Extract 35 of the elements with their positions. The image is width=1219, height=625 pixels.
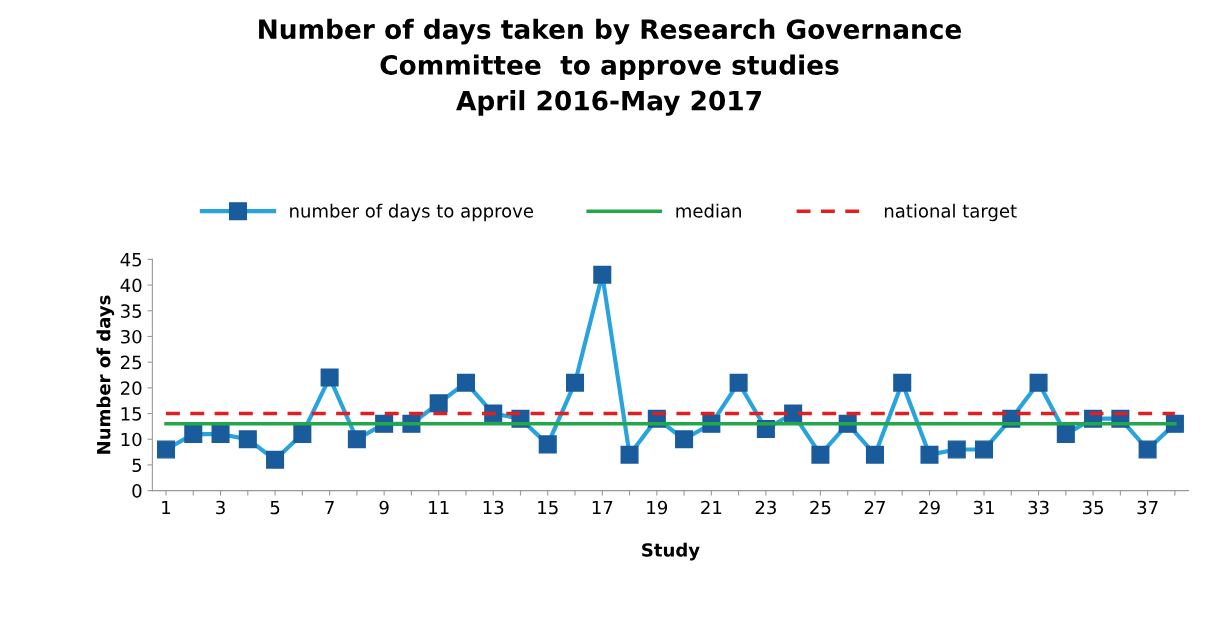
y-tick-label: 5 [132,458,142,473]
x-tick-label: 11 [429,500,449,515]
x-tick-label: 31 [973,500,994,515]
x-tick-label: 23 [755,500,776,515]
y-axis-title: Number of days [96,295,115,454]
x-tick-label: 17 [592,500,613,515]
y-tick-label: 25 [121,355,142,370]
y-tick-label: 45 [120,253,142,267]
x-tick-label: 29 [919,500,940,515]
x-tick-label: 27 [864,500,885,515]
legend-label: national target [884,203,1017,222]
y-tick-label: 40 [120,278,142,293]
x-tick-label: 21 [701,500,722,515]
x-tick-label: 5 [270,500,280,515]
y-tick-label: 15 [121,407,142,421]
y-tick-label: 20 [121,381,142,395]
x-tick-label: 13 [483,500,504,515]
y-tick-label: 30 [121,329,142,344]
x-axis-title: Study [642,542,700,561]
y-tick-label: 35 [121,304,142,318]
x-tick-label: 37 [1137,500,1158,515]
x-tick-label: 35 [1082,500,1103,515]
x-tick-label: 25 [810,500,831,515]
x-tick-label: 15 [538,500,558,515]
x-tick-label: 19 [647,500,668,515]
y-tick-label: 0 [132,484,142,498]
x-tick-label: 9 [379,500,389,515]
legend-label: median [676,203,741,218]
legend-label: number of days to approve [290,203,533,222]
x-tick-label: 1 [162,500,171,515]
x-tick-label: 3 [216,500,225,515]
x-tick-label: 33 [1028,500,1049,515]
y-tick-label: 10 [121,432,142,447]
chart-title: Number of days taken by Research Governance Committee to approve studies April 2016-May 2017 [259,18,962,116]
x-tick-label: 7 [325,500,334,515]
